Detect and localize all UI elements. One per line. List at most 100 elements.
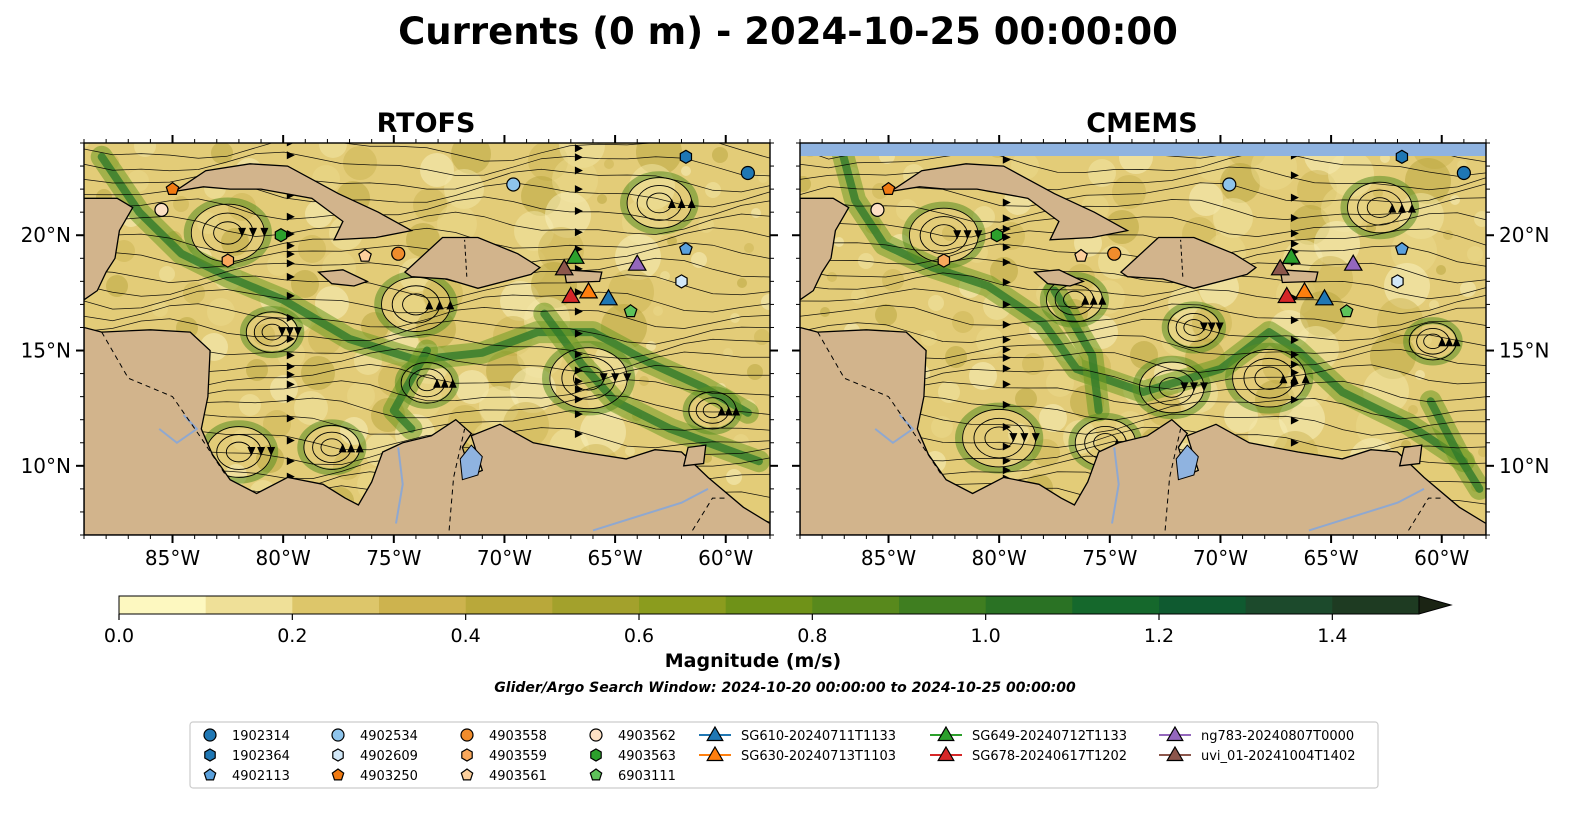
eddy-band <box>682 386 743 435</box>
colorbar-tick-label: 0.6 <box>624 625 654 647</box>
colorbar-tick-label: 0.0 <box>104 625 134 647</box>
streamline-arrow <box>286 380 295 389</box>
streamline-arrow <box>1002 345 1011 354</box>
streamline-arrow <box>448 378 457 388</box>
argo-float-marker <box>881 181 896 195</box>
streamline-arrow <box>574 153 583 162</box>
streamline-arrow <box>574 366 583 375</box>
streamline-arrow <box>247 446 256 456</box>
speed-texture <box>1088 159 1116 187</box>
colorbar-segment <box>725 596 813 614</box>
streamline-arrow <box>1290 335 1299 344</box>
streamline <box>84 196 770 222</box>
streamline-arrow <box>1438 337 1447 347</box>
streamline-arrow <box>286 151 295 160</box>
speed-texture <box>552 157 598 203</box>
eddy-band <box>239 306 305 359</box>
streamline-arrow <box>440 378 449 388</box>
speed-texture <box>737 278 747 288</box>
legend-float-marker <box>590 748 602 762</box>
streamline-arrow <box>1009 433 1018 443</box>
legend: 1902314 1902364 4902113 4902534 4902609 49032… <box>189 721 1379 789</box>
streamline-arrow <box>1002 335 1011 344</box>
streamline-arrow <box>286 229 295 238</box>
speed-texture <box>698 217 714 233</box>
argo-float-marker <box>154 202 169 217</box>
land <box>890 163 1130 241</box>
streamline-arrow <box>1002 442 1011 451</box>
streamline-arrow <box>1002 400 1011 409</box>
eddy-band <box>620 171 699 235</box>
legend-float-marker <box>203 728 217 742</box>
streamline-arrow <box>1290 239 1299 248</box>
argo-float-marker <box>937 253 951 268</box>
streamline-arrow <box>574 329 583 338</box>
country-border <box>1408 497 1442 531</box>
streamline-arrow <box>1290 193 1299 202</box>
lon-tick-label: 65°W <box>1303 546 1358 570</box>
streamline <box>84 211 770 237</box>
colorbar-segment <box>899 596 987 614</box>
speed-texture <box>319 143 347 158</box>
streamline-arrow <box>1215 322 1224 332</box>
colorbar-segment <box>379 596 467 614</box>
speed-texture <box>597 194 607 204</box>
speed-texture <box>239 394 261 416</box>
streamline-arrow <box>1189 382 1198 392</box>
streamline-arrow <box>1002 198 1011 207</box>
speed-texture <box>1011 152 1039 180</box>
speed-texture <box>1300 291 1346 337</box>
streamline-arrow <box>1445 337 1454 347</box>
lon-tick-label: 65°W <box>587 546 642 570</box>
streamline-arrow <box>1290 360 1299 369</box>
streamline-arrow <box>1398 203 1407 213</box>
river <box>592 488 709 532</box>
speed-texture <box>754 329 770 345</box>
glider-marker <box>1281 247 1301 264</box>
legend-label: 4902534 <box>360 729 418 744</box>
streamline-arrow <box>1290 368 1299 377</box>
colorbar-tick-label: 1.4 <box>1317 625 1347 647</box>
streamline-arrow <box>1199 322 1208 332</box>
colorbar-segment <box>465 596 553 614</box>
speed-texture <box>758 173 768 183</box>
streamline-arrow <box>1002 380 1011 389</box>
legend-float-marker <box>203 768 217 781</box>
streamline-arrow <box>285 327 294 337</box>
streamline-arrow <box>286 370 295 379</box>
legend-label: 4903562 <box>618 729 676 744</box>
lon-tick-label: 60°W <box>1414 546 1469 570</box>
lat-tick-label: 15°N <box>1499 339 1549 363</box>
colorbar-tick-label: 1.2 <box>1144 625 1174 647</box>
speed-texture <box>942 225 958 241</box>
colorbar-segment <box>292 596 380 614</box>
speed-texture <box>1213 198 1253 238</box>
lon-tick-label: 75°W <box>1082 546 1137 570</box>
glider-marker <box>565 247 585 264</box>
lon-tick-label: 60°W <box>698 546 753 570</box>
colorbar-tick-label: 0.4 <box>451 625 481 647</box>
speed-texture <box>455 370 489 404</box>
streamline-arrow <box>286 436 295 445</box>
streamline-arrow <box>1002 155 1011 164</box>
speed-texture <box>173 196 189 212</box>
argo-float-marker <box>1456 165 1471 181</box>
legend-label: 4903558 <box>489 729 547 744</box>
speed-texture <box>545 192 591 238</box>
streamline-arrow <box>286 362 295 371</box>
speed-texture <box>183 282 205 304</box>
colorbar-tick-label: 0.2 <box>277 625 307 647</box>
streamline <box>800 228 1486 254</box>
streamline <box>84 303 770 329</box>
country-border <box>1180 239 1184 277</box>
speed-texture <box>747 364 763 380</box>
speed-texture <box>681 166 691 176</box>
streamline-arrow <box>574 185 583 194</box>
speed-texture <box>152 301 168 317</box>
speed-texture <box>1436 265 1446 275</box>
argo-float-marker <box>165 181 180 195</box>
legend-label: 4903250 <box>360 769 418 784</box>
streamline-arrow <box>574 288 583 297</box>
river <box>395 447 404 524</box>
speed-texture <box>343 146 377 180</box>
